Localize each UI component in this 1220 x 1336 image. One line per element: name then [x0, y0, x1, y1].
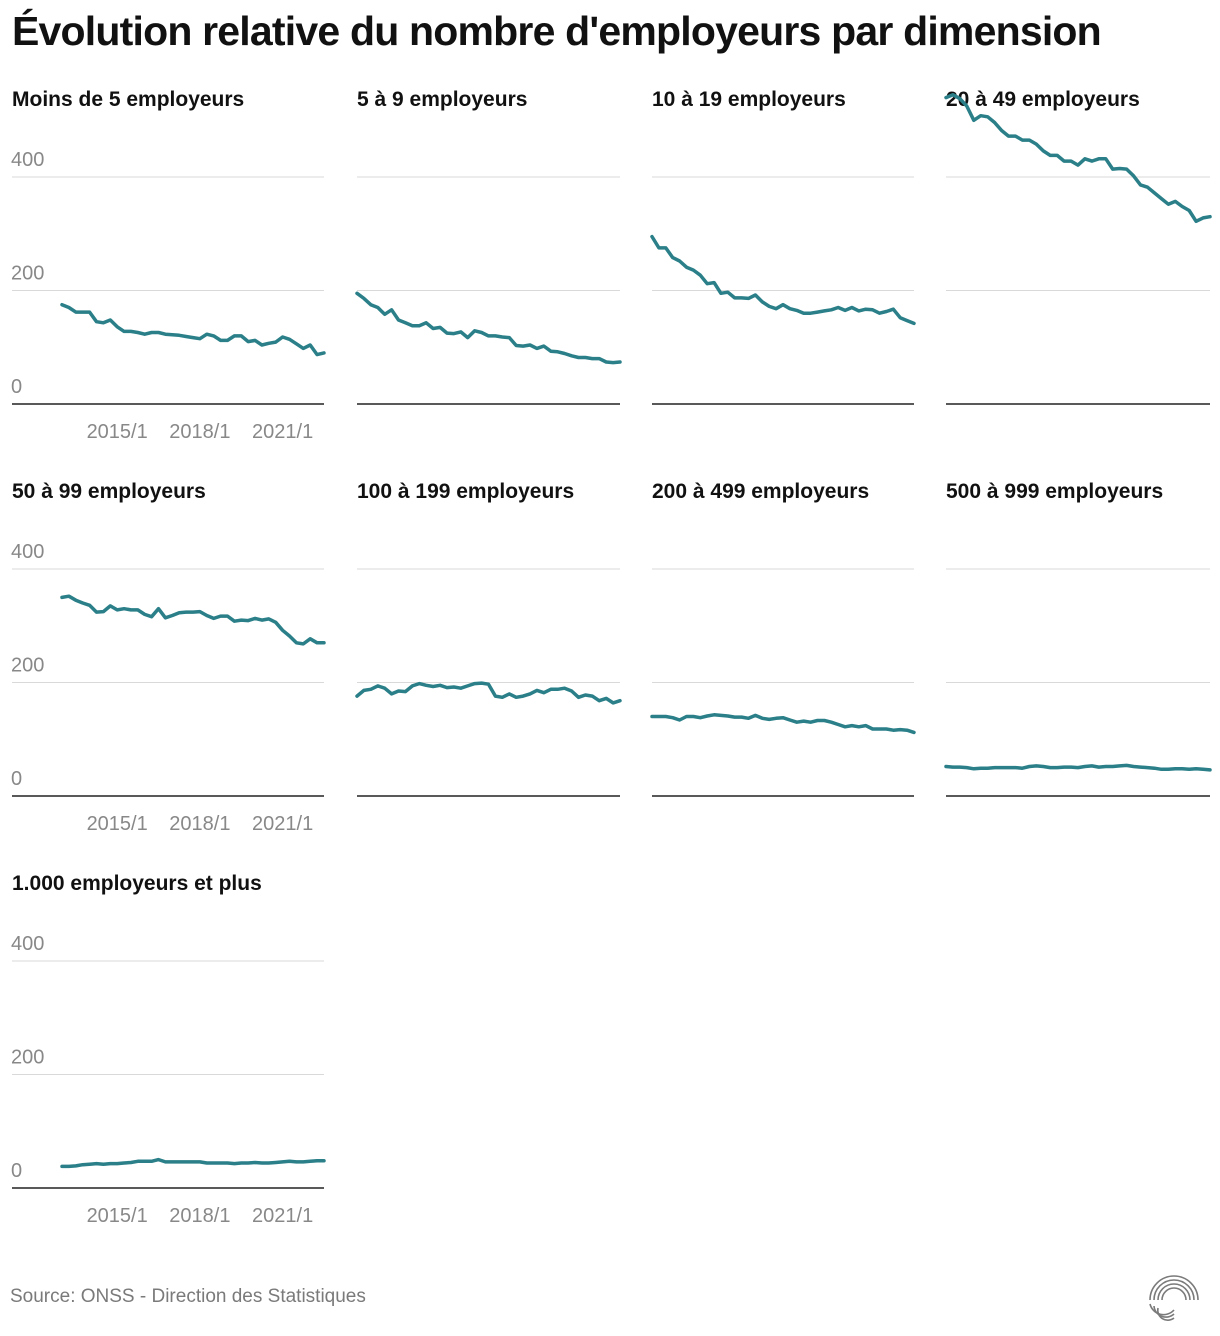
panel-5-x-tick-label: 2021/1 — [252, 813, 313, 835]
panel-1-y-tick-label: 400 — [11, 149, 44, 171]
panel-1-x-tick-label: 2021/1 — [252, 421, 313, 443]
panel-9-series-line — [60, 1157, 326, 1169]
panel-9-y-tick-label: 0 — [11, 1160, 22, 1182]
panel-5-y-tick-label: 200 — [11, 655, 44, 677]
panel-8-title: 500 à 999 employeurs — [946, 480, 1163, 503]
panel-1-series-line — [60, 302, 326, 357]
panel-5-x-tick-label: 2015/1 — [87, 813, 148, 835]
panel-6-series-line — [355, 681, 622, 705]
page-title: Évolution relative du nombre d'employeur… — [12, 8, 1102, 54]
panel-2-title: 5 à 9 employeurs — [357, 88, 527, 111]
panel-4-title: 20 à 49 employeurs — [946, 88, 1140, 111]
panel-6-title: 100 à 199 employeurs — [357, 480, 574, 503]
logo-icon — [1149, 1275, 1199, 1321]
panel-1-title: Moins de 5 employeurs — [12, 88, 244, 111]
panel-1-y-tick-label: 200 — [11, 263, 44, 285]
panel-9-x-tick-label: 2021/1 — [252, 1205, 313, 1227]
panel-1-x-tick-label: 2015/1 — [87, 421, 148, 443]
panel-1-y-tick-label: 0 — [11, 376, 22, 398]
panel-9-title: 1.000 employeurs et plus — [12, 872, 262, 895]
panel-5-y-tick-label: 400 — [11, 541, 44, 563]
panel-9-x-tick-label: 2018/1 — [169, 1205, 230, 1227]
panel-7-series-line — [650, 713, 916, 735]
panel-9-y-tick-label: 400 — [11, 933, 44, 955]
panel-5-x-tick-label: 2018/1 — [169, 813, 230, 835]
panel-5-y-tick-label: 0 — [11, 768, 22, 790]
panel-7-title: 200 à 499 employeurs — [652, 480, 869, 503]
panel-2-series-line — [355, 291, 622, 365]
source-note: Source: ONSS - Direction des Statistique… — [10, 1286, 366, 1307]
panel-3-series-line — [650, 234, 916, 326]
panel-5-series-line — [60, 594, 326, 646]
panel-9-y-tick-label: 200 — [11, 1047, 44, 1069]
panel-3-title: 10 à 19 employeurs — [652, 88, 846, 111]
panel-5-title: 50 à 99 employeurs — [12, 480, 206, 503]
panel-1-x-tick-label: 2018/1 — [169, 421, 230, 443]
panel-4-series-line — [944, 92, 1212, 224]
panel-9-x-tick-label: 2015/1 — [87, 1205, 148, 1227]
panel-8-series-line — [944, 763, 1212, 772]
